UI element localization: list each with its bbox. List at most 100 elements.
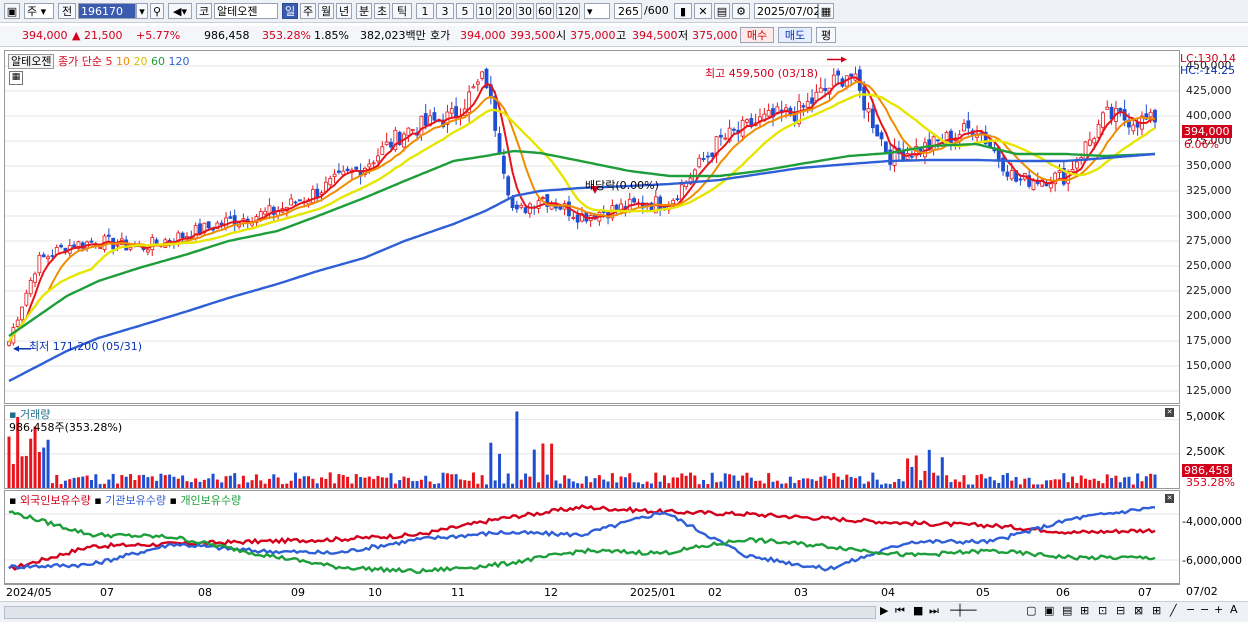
interval-30[interactable]: 30	[516, 3, 534, 19]
volume-bar	[827, 478, 831, 488]
crosshair-icon[interactable]: ✕	[694, 3, 712, 19]
interval-3[interactable]: 3	[436, 3, 454, 19]
tab-day[interactable]: 일	[282, 3, 298, 19]
holdings-pane[interactable]: ▪ 외국인보유수량 ▪ 기관보유수량 ▪ 개인보유수량 ✕	[4, 490, 1180, 584]
volume-bar	[415, 481, 419, 488]
volume-bar	[762, 483, 766, 488]
candle-body	[332, 173, 337, 178]
volume-bar	[489, 442, 493, 488]
zoom-out-icon[interactable]: −	[1186, 603, 1196, 616]
stock-name-field[interactable]: 알테오젠	[214, 3, 278, 19]
volume-bar	[294, 472, 297, 488]
candle-body	[345, 168, 350, 172]
price-tick-label: 225,000	[1186, 284, 1232, 297]
layout-2-icon[interactable]: ▣	[1044, 604, 1055, 617]
minus-icon[interactable]: −	[1200, 603, 1210, 616]
volume-bar	[350, 483, 354, 488]
tab-week[interactable]: 주	[300, 3, 316, 19]
volume-bar	[706, 483, 710, 488]
institution-holdings-line	[8, 505, 1156, 572]
x-label-07b: 07	[1138, 586, 1152, 599]
volume-current-tag: 986,458	[1182, 464, 1232, 477]
stop-icon[interactable]: ■	[913, 604, 924, 617]
interval-5[interactable]: 5	[456, 3, 474, 19]
tab-minute[interactable]: 분	[356, 3, 372, 19]
zoom-in-icon[interactable]: +	[1214, 603, 1224, 616]
candle-body	[766, 110, 771, 117]
interval-10[interactable]: 10	[476, 3, 494, 19]
legend-individual: 개인보유수량	[180, 494, 242, 507]
period-select[interactable]: 주 ▾	[24, 3, 54, 19]
tab-month[interactable]: 월	[318, 3, 334, 19]
layout-icon[interactable]: ▣	[4, 3, 20, 19]
price-pane[interactable]: 알테오젠 종가 단순 5 10 20 60 120 ▦ 최고 459,500 (…	[4, 50, 1180, 404]
volume-bar	[502, 483, 506, 488]
volume-close-icon[interactable]: ✕	[1165, 408, 1174, 417]
custom-interval-select[interactable]: ▾	[584, 3, 610, 19]
search-icon[interactable]: ⚲	[150, 3, 164, 19]
eval-button[interactable]: 평	[816, 27, 836, 43]
date-input[interactable]: 2025/07/02	[754, 3, 820, 19]
speaker-icon[interactable]: ◀▾	[168, 3, 192, 19]
volume-bar	[662, 475, 666, 488]
scroll-right-icon[interactable]: ▶	[880, 604, 889, 617]
tab-tick[interactable]: 틱	[392, 3, 412, 19]
tool-3-icon[interactable]: ⊟	[1116, 604, 1126, 617]
candle-icon[interactable]: ▮	[674, 3, 692, 19]
volume-bar	[471, 472, 475, 488]
holdings-close-icon[interactable]: ✕	[1165, 494, 1174, 503]
candle-body	[475, 81, 480, 85]
buy-button[interactable]: 매수	[740, 27, 774, 43]
volume-bar	[389, 473, 393, 488]
sell-button[interactable]: 매도	[778, 27, 812, 43]
candle-body	[393, 129, 398, 151]
volume-bar	[432, 484, 436, 488]
code-dropdown-icon[interactable]: ▾	[136, 3, 148, 19]
tool-2-icon[interactable]: ⊡	[1098, 604, 1108, 617]
last-icon[interactable]: ⏭	[929, 604, 939, 617]
volume-bar	[814, 480, 818, 488]
layout-3-icon[interactable]: ▤	[1062, 604, 1073, 617]
volume-bar	[120, 474, 124, 488]
volume-bar	[211, 473, 215, 488]
prev-button[interactable]: 전	[58, 3, 76, 19]
volume-bar	[7, 436, 11, 488]
volume-bar	[810, 479, 814, 488]
calendar-icon[interactable]: ▦	[818, 3, 834, 19]
volume-bar	[741, 475, 745, 488]
tool-1-icon[interactable]: ⊞	[1080, 604, 1090, 617]
interval-1[interactable]: 1	[416, 3, 434, 19]
high-marker-head	[841, 56, 848, 63]
interval-120[interactable]: 120	[556, 3, 580, 19]
tab-second[interactable]: 초	[374, 3, 390, 19]
tab-year[interactable]: 년	[336, 3, 352, 19]
save-icon[interactable]: ▤	[714, 3, 730, 19]
layout-1-icon[interactable]: ▢	[1026, 604, 1037, 617]
stock-code-input[interactable]: 196170	[78, 3, 136, 19]
scrollbar[interactable]	[4, 606, 876, 619]
volume-bar	[1123, 477, 1127, 488]
volume-bar	[298, 478, 302, 488]
tool-4-icon[interactable]: ⊠	[1134, 604, 1144, 617]
bar-count-input[interactable]: 265	[614, 3, 642, 19]
volume-pane[interactable]: ▪ 거래량 986,458주(353.28%) ✕	[4, 405, 1180, 489]
auto-scale-icon[interactable]: A	[1230, 603, 1238, 616]
interval-20[interactable]: 20	[496, 3, 514, 19]
zoom-slider-icon[interactable]: ─┼──	[950, 604, 977, 617]
market-label[interactable]: 코	[196, 3, 212, 19]
x-label-05: 05	[976, 586, 990, 599]
volume-bar	[224, 476, 228, 488]
line-tool-icon[interactable]: ╱	[1170, 604, 1177, 617]
candle-body	[936, 139, 940, 142]
volume-bar	[819, 476, 823, 488]
volume-bar	[198, 481, 202, 488]
volume-bar	[775, 480, 779, 488]
volume-bar	[289, 480, 293, 488]
gear-icon[interactable]: ⚙	[732, 3, 750, 19]
tool-5-icon[interactable]: ⊞	[1152, 604, 1162, 617]
grid-toggle-icon[interactable]: ▦	[9, 71, 23, 85]
volume-bar	[1153, 474, 1157, 488]
first-icon[interactable]: ⏮	[895, 604, 905, 617]
volume-bar	[992, 480, 996, 488]
interval-60[interactable]: 60	[536, 3, 554, 19]
